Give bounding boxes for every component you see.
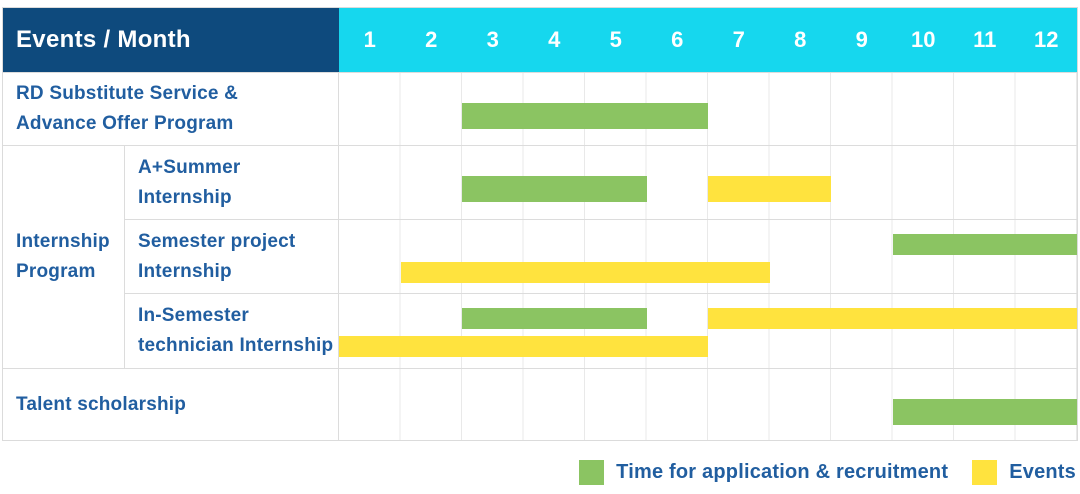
group-label-line: Program	[16, 261, 96, 282]
row-label-line: Semester project	[138, 230, 296, 252]
month-label: 3	[486, 27, 499, 52]
legend-label: Events	[1009, 461, 1076, 483]
month-header-cell: 11	[954, 8, 1016, 72]
legend: Time for application & recruitment Event…	[579, 460, 1076, 485]
month-label: 2	[425, 27, 438, 52]
table-header-title: Events / Month	[3, 8, 339, 72]
month-header-row: 1 2 3 4 5 6 7 8 9 10 11 12	[339, 8, 1077, 72]
row-label-line: A+Summer	[138, 156, 241, 178]
month-label: 1	[363, 27, 376, 52]
group-label-internship-program: Internship Program	[3, 145, 125, 368]
row-label-line: In-Semester	[138, 305, 249, 326]
month-label: 7	[732, 27, 745, 52]
gantt-track-talent-scholarship	[339, 368, 1077, 440]
row-label-a-summer-internship: A+Summer Internship	[125, 145, 339, 219]
schedule-table: Events / Month 1 2 3 4 5 6 7 8 9 10 11 1…	[2, 7, 1078, 441]
gantt-track-rd-substitute	[339, 72, 1077, 145]
month-header-cell: 2	[401, 8, 463, 72]
month-header-cell: 10	[893, 8, 955, 72]
month-label: 8	[794, 27, 807, 52]
row-label-line: technician Internship	[138, 335, 334, 356]
legend-item-events: Events	[972, 460, 1076, 485]
gantt-track-semester-project	[339, 219, 1077, 293]
month-label: 5	[609, 27, 622, 52]
month-label: 10	[911, 27, 936, 52]
application-bar	[462, 176, 647, 202]
month-header-cell: 12	[1016, 8, 1078, 72]
event-bar	[708, 176, 831, 202]
gantt-track-a-summer	[339, 145, 1077, 219]
month-label: 11	[973, 27, 997, 52]
month-header-cell: 6	[647, 8, 709, 72]
month-label: 6	[671, 27, 684, 52]
month-header-cell: 5	[585, 8, 647, 72]
group-label-line: Internship	[16, 231, 110, 252]
event-bar	[339, 336, 708, 357]
application-bar	[892, 399, 1077, 425]
application-bar	[892, 234, 1077, 255]
row-label-line: Internship	[138, 186, 232, 208]
row-label-line: Advance Offer Program	[16, 113, 234, 134]
month-label: 9	[855, 27, 868, 52]
application-bar	[462, 103, 708, 129]
month-header-cell: 1	[339, 8, 401, 72]
month-header-cell: 8	[770, 8, 832, 72]
row-label-line: RD Substitute Service &	[16, 83, 239, 104]
row-label-rd-substitute: RD Substitute Service & Advance Offer Pr…	[3, 72, 339, 145]
row-label-talent-scholarship: Talent scholarship	[3, 368, 339, 440]
month-header-cell: 9	[831, 8, 893, 72]
legend-label: Time for application & recruitment	[616, 461, 949, 483]
row-label-line: Internship	[138, 260, 232, 282]
month-header-cell: 3	[462, 8, 524, 72]
row-label-semester-project-internship: Semester project Internship	[125, 219, 339, 293]
month-label: 4	[548, 27, 561, 52]
month-header-cell: 4	[524, 8, 586, 72]
legend-item-application: Time for application & recruitment	[579, 460, 948, 485]
application-color-swatch	[579, 460, 605, 485]
event-bar	[400, 262, 770, 283]
header-title-text: Events / Month	[16, 26, 191, 53]
row-label-line: Talent scholarship	[16, 393, 187, 415]
month-header-cell: 7	[708, 8, 770, 72]
event-color-swatch	[972, 460, 998, 485]
row-label-in-semester-technician-internship: In-Semester technician Internship	[125, 293, 339, 368]
event-bar	[708, 308, 1077, 329]
gantt-track-in-semester-technician	[339, 293, 1077, 368]
application-bar	[462, 308, 647, 329]
month-label: 12	[1034, 27, 1059, 52]
